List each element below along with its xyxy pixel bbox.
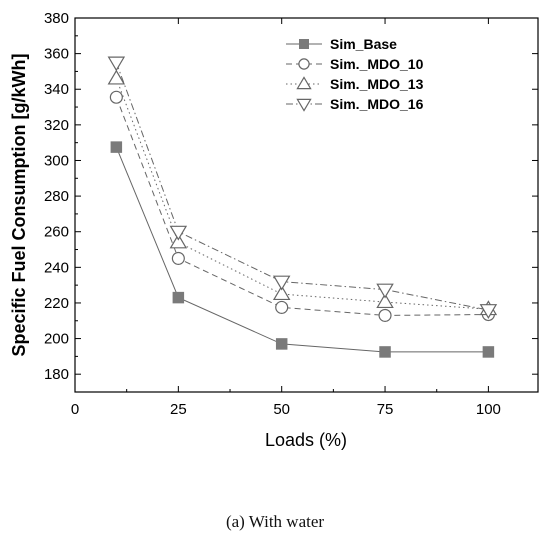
data-point xyxy=(479,304,498,319)
series-line xyxy=(115,97,489,316)
y-tick-label: 200 xyxy=(44,331,69,348)
x-tick-label: 75 xyxy=(377,401,394,418)
data-point xyxy=(272,285,291,301)
x-tick-label: 0 xyxy=(71,401,79,418)
legend-label: Sim_Base xyxy=(330,36,397,52)
plot-frame xyxy=(74,17,539,393)
legend-label: Sim._MDO_10 xyxy=(330,56,424,72)
legend-marker xyxy=(299,39,309,49)
legend: Sim_Base Sim._MDO_10 Sim._MDO_13 Sim._MDO_1… xyxy=(286,36,424,112)
data-point xyxy=(482,346,495,358)
y-tick-label: 180 xyxy=(44,366,69,383)
data-point xyxy=(376,293,394,309)
series-line xyxy=(115,78,489,310)
x-axis: 0 25 50 75 100 xyxy=(71,18,501,418)
line-chart: 180 200 220 240 260 280 300 320 340 360 380 0 25 50 7… xyxy=(9,10,539,450)
data-point xyxy=(378,308,392,322)
legend-label: Sim._MDO_16 xyxy=(330,96,424,112)
y-tick-label: 380 xyxy=(44,10,69,27)
y-tick-label: 340 xyxy=(44,81,69,98)
data-point xyxy=(109,90,123,104)
series-1 xyxy=(109,90,495,322)
legend-item: Sim._MDO_16 xyxy=(286,96,424,112)
legend-marker xyxy=(296,76,312,90)
legend-item: Sim_Base xyxy=(286,36,397,52)
y-tick-label: 360 xyxy=(44,46,69,63)
y-tick-label: 240 xyxy=(44,259,69,276)
data-point xyxy=(379,346,391,358)
x-axis-title: Loads (%) xyxy=(265,430,347,450)
data-point xyxy=(275,338,288,350)
x-tick-label: 25 xyxy=(170,401,187,418)
y-tick-label: 260 xyxy=(44,224,69,241)
x-tick-label: 100 xyxy=(476,401,501,418)
data-point xyxy=(376,283,394,299)
series-layer xyxy=(107,56,498,358)
y-tick-label: 220 xyxy=(44,295,69,312)
data-point xyxy=(172,291,185,304)
legend-item: Sim._MDO_10 xyxy=(286,56,424,72)
legend-marker xyxy=(298,58,310,70)
y-tick-label: 280 xyxy=(44,188,69,205)
y-tick-label: 320 xyxy=(44,117,69,134)
data-point xyxy=(110,141,123,153)
legend-item: Sim._MDO_13 xyxy=(286,76,424,92)
data-point xyxy=(107,56,126,72)
legend-marker xyxy=(296,98,312,112)
x-tick-label: 50 xyxy=(273,401,290,418)
y-axis-title: Specific Fuel Consumption [g/kWh] xyxy=(9,54,29,357)
data-point xyxy=(171,251,185,265)
y-tick-label: 300 xyxy=(44,152,69,169)
data-point xyxy=(272,275,291,291)
data-point xyxy=(275,300,289,314)
series-3 xyxy=(107,56,498,319)
figure-caption: (a) With water xyxy=(225,512,325,531)
series-0 xyxy=(110,141,495,358)
y-axis: 180 200 220 240 260 280 300 320 340 360 380 xyxy=(44,10,538,393)
data-point xyxy=(169,225,188,241)
data-point xyxy=(107,69,126,85)
series-line xyxy=(115,146,489,353)
legend-label: Sim._MDO_13 xyxy=(330,76,424,92)
data-point xyxy=(169,233,188,249)
